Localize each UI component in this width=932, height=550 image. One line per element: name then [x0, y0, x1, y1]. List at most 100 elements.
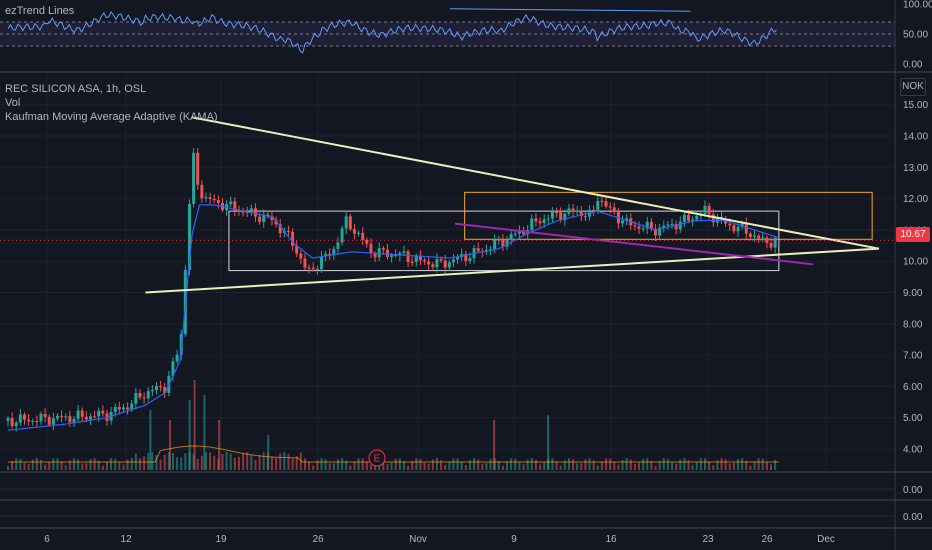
rsi-trendline — [449, 8, 691, 12]
candle-body — [757, 235, 761, 239]
candle-body — [410, 261, 414, 263]
candle-body — [530, 218, 534, 231]
volume-bar — [159, 459, 162, 470]
indicator-tick-label: 50.00 — [903, 30, 928, 41]
volume-bar — [345, 460, 348, 470]
volume-bar — [765, 462, 768, 470]
candle-body — [101, 410, 105, 414]
volume-bar — [737, 459, 740, 470]
candle-body — [60, 415, 64, 417]
volume-bar — [184, 453, 187, 470]
volume-bar — [732, 463, 735, 470]
candle-body — [559, 212, 563, 221]
candle-body — [187, 203, 191, 270]
price-tick-label: 8.00 — [903, 319, 923, 330]
volume-bar — [262, 452, 265, 470]
candle-body — [740, 222, 744, 227]
candle-body — [476, 248, 480, 252]
kama-legend: Kaufman Moving Average Adaptive (KAMA) — [5, 111, 218, 123]
candle-body — [385, 249, 389, 257]
candle-body — [291, 231, 295, 246]
candle-body — [80, 410, 84, 417]
candle-body — [113, 407, 117, 413]
volume-bar — [250, 454, 253, 470]
main-legend[interactable]: REC SILICON ASA, 1h, OSL Vol Kaufman Mov… — [5, 82, 218, 124]
volume-bar — [600, 461, 603, 470]
volume-bar — [341, 458, 344, 470]
volume-bar — [386, 464, 389, 470]
volume-bar — [473, 458, 476, 470]
volume-bar — [506, 461, 509, 470]
volume-bar — [555, 461, 558, 470]
volume-bar — [7, 466, 9, 470]
candle-body — [398, 252, 402, 256]
candle-body — [435, 259, 439, 268]
candle-body — [468, 258, 472, 261]
trend-drawings[interactable] — [0, 116, 895, 294]
candle-body — [299, 253, 303, 259]
volume-bar — [320, 458, 323, 470]
volume-bar — [204, 452, 207, 470]
volume-bar — [143, 456, 146, 470]
candle-body — [163, 387, 167, 393]
indicator-tick-label: 0.00 — [903, 60, 923, 71]
time-tick-label: Nov — [409, 534, 427, 545]
candle-body — [196, 152, 200, 185]
candle-body — [662, 225, 666, 228]
volume-bar — [299, 452, 302, 470]
candle-body — [18, 414, 22, 423]
volume-bar — [52, 458, 55, 470]
volume-bar — [629, 459, 632, 470]
candle-body — [406, 251, 410, 262]
volume-bar — [369, 464, 372, 470]
earnings-event-marker[interactable]: E — [368, 449, 386, 467]
volume-bar — [180, 457, 183, 470]
volume-spike — [149, 410, 152, 470]
candle-body — [703, 205, 707, 214]
time-axis[interactable]: 6 12 19 26 Nov 9 16 23 26 Dec — [44, 534, 835, 545]
volume-bar — [642, 458, 645, 470]
candle-body — [748, 233, 752, 238]
candle-body — [381, 248, 385, 250]
candle-body — [431, 264, 435, 268]
volume-bar — [489, 458, 492, 470]
currency-badge[interactable]: NOK — [900, 78, 926, 96]
volume-bar — [110, 458, 113, 470]
candle-body — [212, 198, 216, 201]
volume-bar — [361, 458, 364, 470]
candle-body — [130, 403, 134, 410]
volume-bar — [551, 458, 554, 470]
candle-body — [51, 418, 55, 425]
last-price-badge: 10.67 — [896, 227, 930, 242]
volume-spike — [493, 420, 496, 470]
volume-bar — [287, 453, 290, 470]
volume-bar — [481, 463, 484, 470]
candle-body — [542, 219, 546, 224]
time-tick-label: 12 — [120, 534, 132, 545]
price-tick-label: 9.00 — [903, 288, 923, 299]
volume-bar — [229, 453, 232, 470]
volume-bar — [254, 459, 257, 470]
candle-body — [142, 397, 146, 399]
indicator-legend[interactable]: ezTrend Lines — [5, 4, 74, 18]
purple-trend-line — [454, 222, 814, 266]
volume-bar — [543, 462, 546, 470]
candle-body — [340, 228, 344, 243]
volume-spike — [193, 380, 196, 470]
candle-body — [649, 221, 653, 230]
volume-bar — [56, 458, 59, 470]
volume-bar — [77, 459, 80, 470]
candle-body — [678, 221, 682, 230]
candle-body — [68, 416, 72, 423]
volume-bar — [468, 460, 471, 470]
candle-body — [159, 385, 163, 388]
volume-bar — [324, 459, 327, 470]
volume-bar — [390, 462, 393, 470]
volume-bar — [64, 465, 67, 470]
candle-body — [575, 210, 579, 212]
rsi-line — [7, 10, 777, 54]
candle-body — [464, 253, 468, 261]
volume-bar — [712, 465, 715, 470]
volume-bar — [514, 458, 517, 470]
